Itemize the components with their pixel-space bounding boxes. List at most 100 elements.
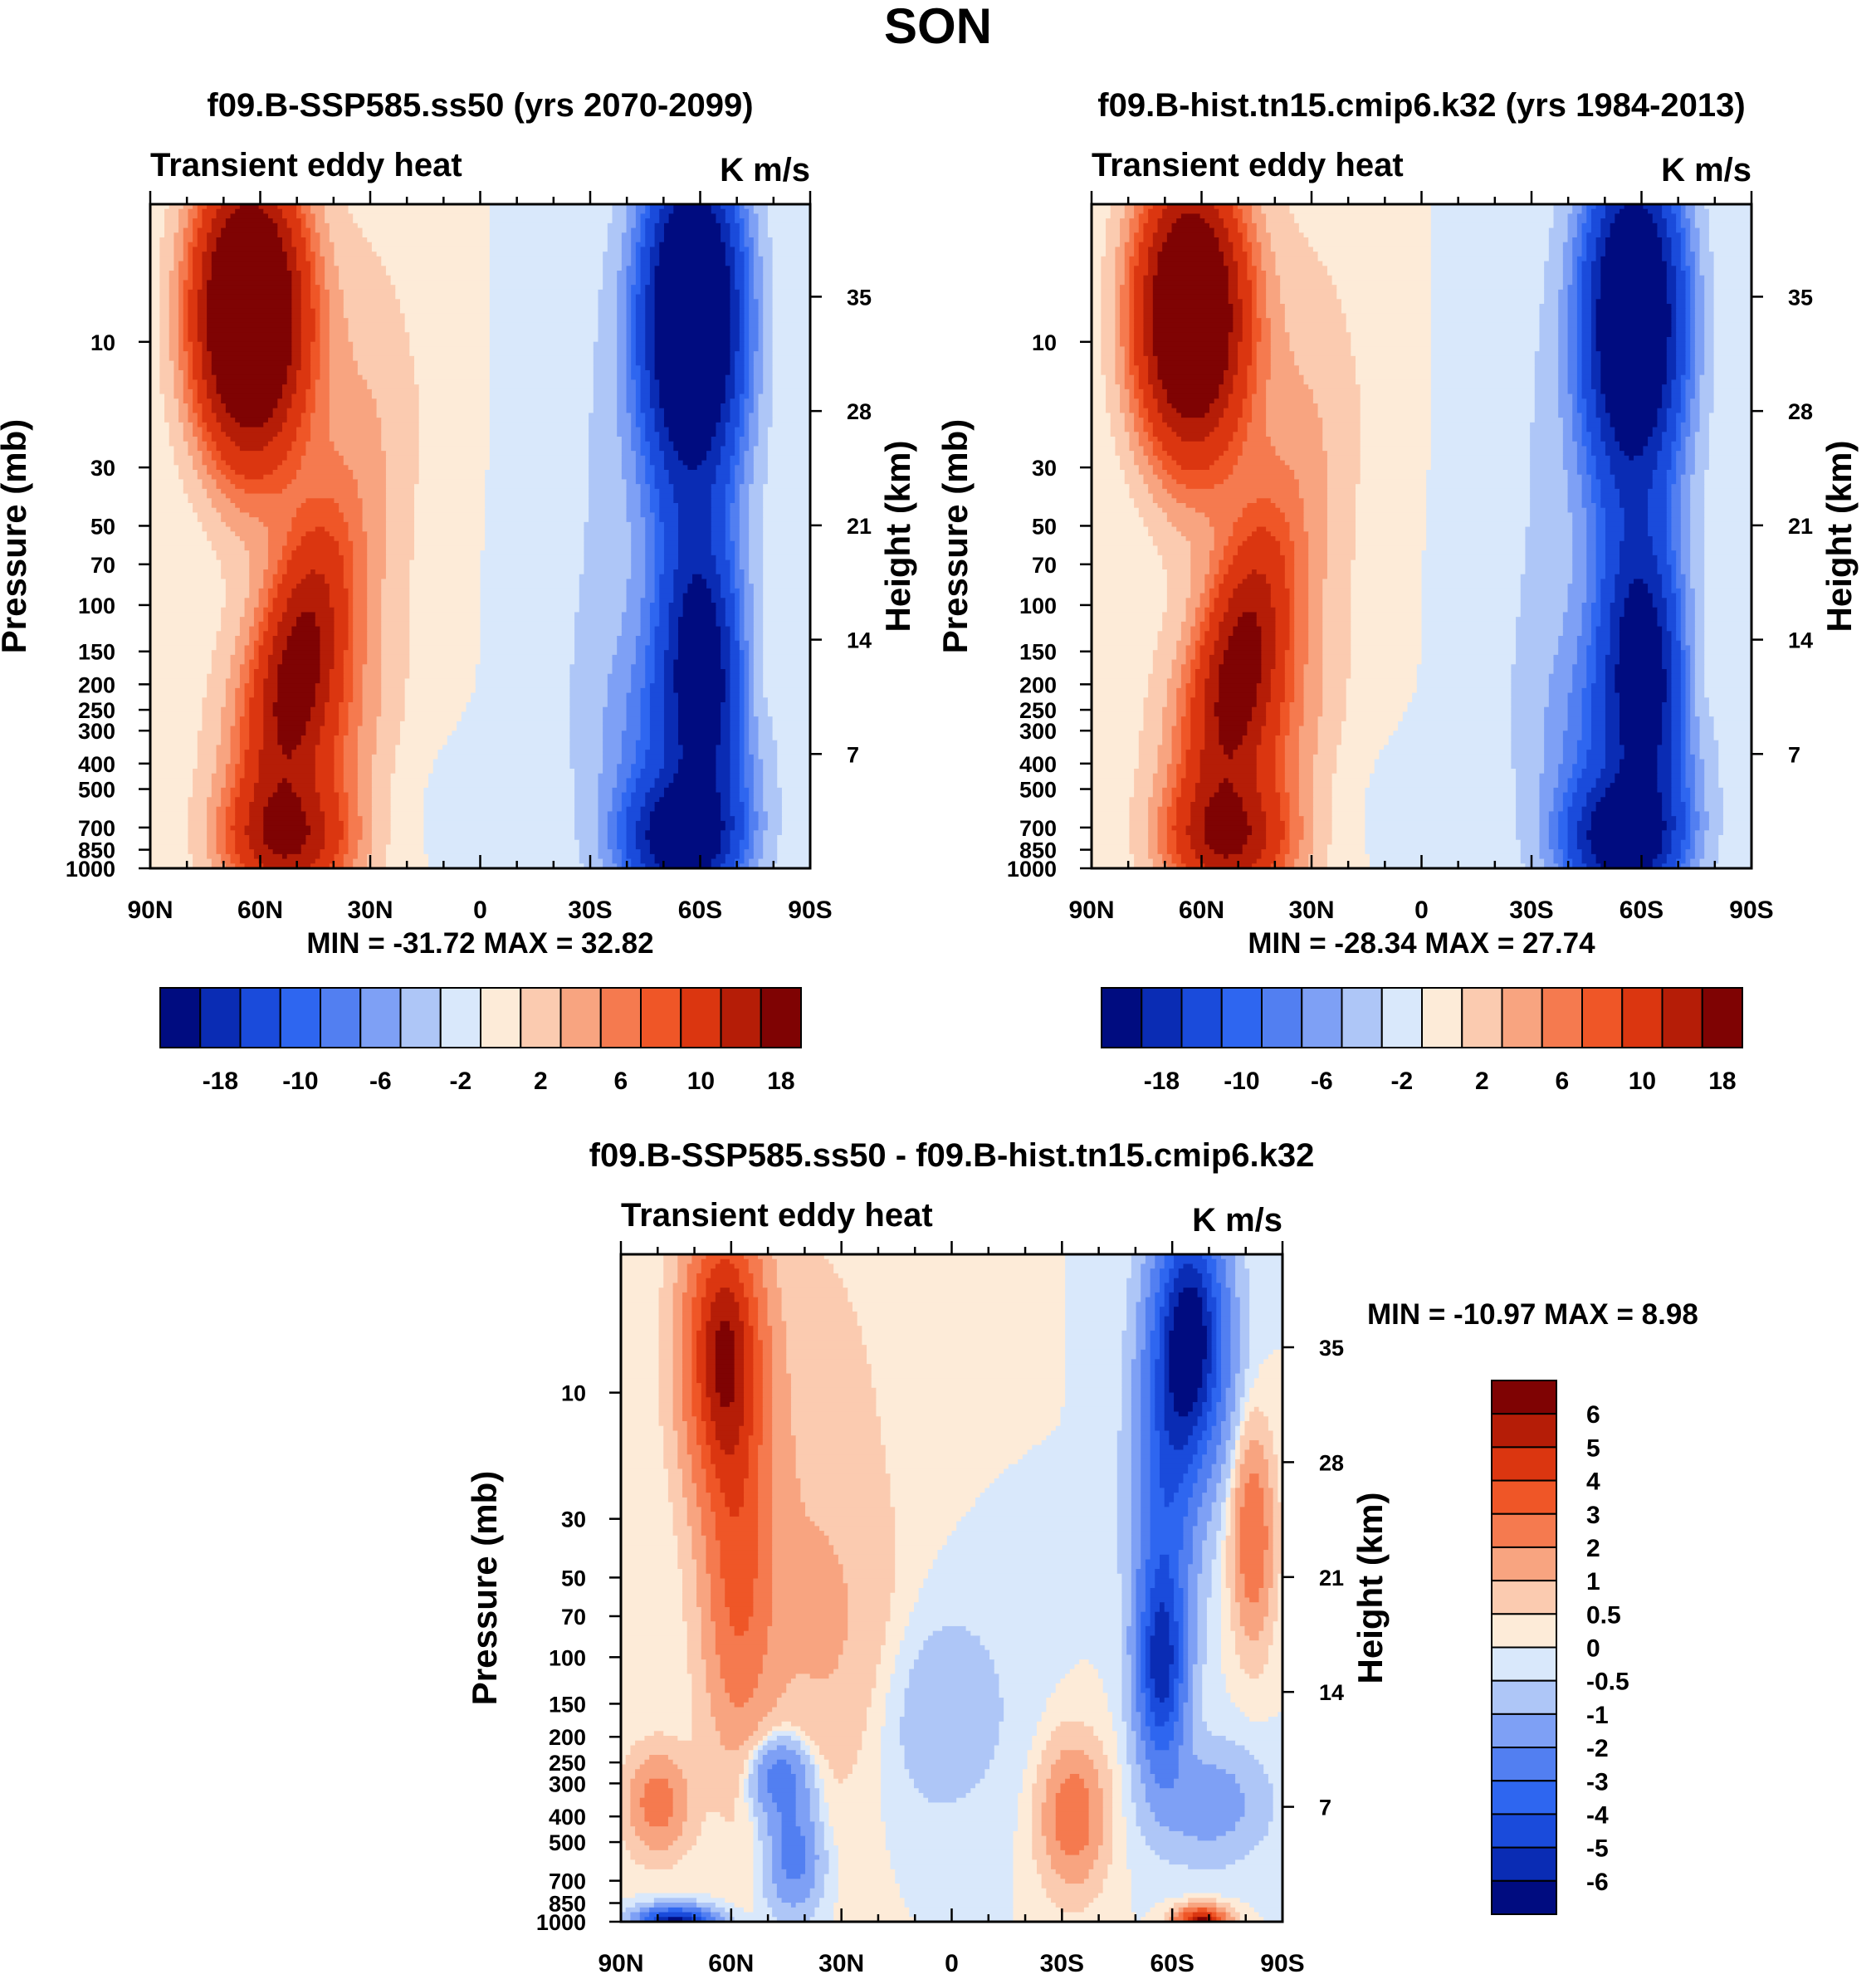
contour-cell — [631, 261, 636, 266]
contour-cell — [1280, 285, 1337, 290]
contour-cell — [589, 494, 627, 499]
contour-cell — [584, 550, 631, 555]
contour-cell — [740, 527, 750, 532]
contour-cell — [150, 745, 198, 750]
contour-cell — [613, 213, 628, 218]
contour-cell — [268, 594, 278, 599]
contour-cell — [226, 584, 250, 589]
contour-cell — [249, 731, 264, 735]
contour-cell — [645, 356, 655, 361]
contour-cell — [725, 603, 735, 608]
contour-cell — [330, 398, 377, 403]
contour-cell — [749, 522, 764, 527]
contour-cell — [759, 313, 764, 318]
contour-cell — [235, 645, 245, 650]
contour-cell — [622, 627, 641, 632]
contour-cell — [344, 650, 354, 655]
contour-cell — [305, 408, 315, 413]
contour-cell — [1577, 218, 1587, 223]
contour-cell — [207, 849, 217, 854]
contour-cell — [659, 574, 674, 579]
contour-cell — [584, 569, 631, 574]
contour-cell — [650, 612, 660, 617]
contour-cell — [754, 612, 764, 617]
contour-cell — [664, 531, 679, 536]
contour-cell — [150, 280, 160, 285]
contour-cell — [641, 503, 651, 508]
contour-cell — [159, 351, 169, 356]
contour-cell — [1129, 337, 1134, 342]
contour-cell — [650, 702, 665, 707]
contour-cell — [763, 797, 782, 802]
contour-cell — [240, 755, 245, 760]
contour-cell — [745, 849, 755, 854]
contour-cell — [730, 769, 740, 774]
contour-cell — [777, 769, 810, 774]
contour-cell — [664, 693, 679, 698]
contour-cell — [749, 650, 754, 655]
contour-cell — [1120, 309, 1130, 314]
contour-cell — [740, 531, 750, 536]
contour-cell — [725, 489, 735, 494]
contour-cell — [377, 403, 420, 408]
contour-cell — [349, 617, 354, 622]
contour-cell — [678, 702, 721, 707]
contour-cell — [183, 389, 193, 394]
contour-cell — [442, 745, 570, 750]
contour-cell — [617, 304, 627, 309]
contour-cell — [1153, 280, 1229, 285]
contour-cell — [235, 844, 250, 849]
contour-cell — [730, 323, 740, 328]
contour-cell — [631, 252, 636, 257]
contour-cell — [188, 213, 198, 218]
contour-cell — [198, 304, 208, 309]
contour-cell — [437, 755, 570, 760]
contour-cell — [291, 351, 301, 356]
contour-cell — [782, 826, 811, 831]
contour-cell — [759, 423, 774, 428]
contour-cell — [768, 213, 811, 218]
contour-cell — [221, 428, 282, 432]
contour-cell — [631, 555, 646, 560]
contour-cell — [212, 351, 292, 356]
contour-cell — [320, 313, 330, 318]
contour-cell — [749, 218, 759, 223]
contour-cell — [1431, 328, 1540, 333]
contour-cell — [725, 484, 735, 489]
contour-cell — [150, 304, 160, 309]
contour-cell — [358, 849, 373, 854]
contour-cell — [725, 209, 735, 214]
contour-cell — [754, 384, 764, 389]
colorbar-box — [241, 988, 281, 1048]
contour-cell — [740, 550, 750, 555]
contour-cell — [150, 428, 169, 432]
contour-cell — [183, 247, 188, 252]
contour-cell — [367, 569, 386, 574]
contour-cell — [414, 512, 486, 517]
contour-cell — [221, 451, 287, 456]
contour-cell — [188, 835, 207, 840]
contour-cell — [198, 413, 203, 418]
contour-cell — [641, 389, 651, 394]
contour-cell — [763, 384, 773, 389]
contour-cell — [608, 697, 627, 702]
contour-cell — [1667, 285, 1677, 290]
contour-cell — [240, 716, 250, 721]
contour-cell — [1539, 309, 1558, 314]
contour-cell — [419, 437, 491, 442]
contour-cell — [749, 802, 754, 807]
contour-cell — [409, 617, 481, 622]
contour-cell — [617, 428, 632, 432]
contour-cell — [754, 849, 764, 854]
contour-cell — [687, 465, 697, 470]
contour-cell — [763, 512, 810, 517]
contour-cell — [395, 764, 433, 769]
contour-cell — [1572, 261, 1577, 266]
contour-cell — [183, 328, 188, 333]
contour-cell — [339, 503, 363, 508]
contour-cell — [745, 271, 750, 276]
y-axis-right-label: Height (km) — [878, 441, 917, 633]
contour-cell — [159, 304, 169, 309]
contour-cell — [305, 451, 339, 456]
colorbar: -18 -10 -6 -2 2 6 10 18 — [160, 988, 801, 1095]
